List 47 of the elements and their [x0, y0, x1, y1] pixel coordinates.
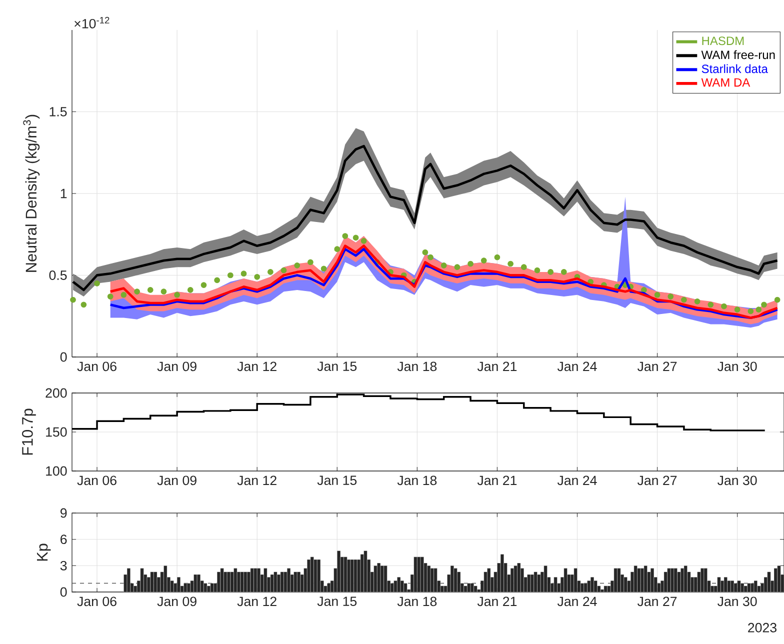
y-tick-label: 100: [46, 466, 67, 476]
x-tick-label: Jan 15: [317, 476, 357, 486]
x-tick-label: Jan 27: [637, 596, 677, 606]
y-tick-label: 3: [60, 560, 67, 570]
x-tick-label: Jan 30: [718, 476, 757, 486]
x-tick-label: Jan 18: [397, 596, 437, 606]
y-axis-title: F10.7p: [22, 408, 36, 455]
y-axis-title: Neutral Density (kg/m$^{3}$): [23, 114, 40, 272]
x-tick-label: Jan 12: [237, 596, 276, 606]
x-tick-label: Jan 09: [157, 476, 196, 486]
x-tick-label: Jan 21: [477, 596, 517, 606]
x-tick-label: Jan 09: [157, 362, 196, 372]
text: 2023: [748, 622, 776, 632]
y-axis-title: Kp: [37, 544, 51, 561]
x-tick-label: Jan 18: [397, 476, 437, 486]
x-tick-label: Jan 27: [637, 362, 677, 372]
x-tick-label: Jan 06: [77, 362, 116, 372]
legend-label: HASDM: [702, 36, 744, 46]
x-tick-label: Jan 24: [557, 362, 597, 372]
x-tick-label: Jan 21: [477, 362, 517, 372]
x-tick-label: Jan 06: [77, 596, 116, 606]
x-tick-label: Jan 24: [557, 476, 597, 486]
y-tick-label: 200: [46, 388, 67, 398]
x-tick-label: Jan 27: [637, 476, 677, 486]
x-tick-label: Jan 12: [237, 362, 276, 372]
x-tick-label: Jan 18: [397, 362, 437, 372]
x-tick-label: Jan 09: [157, 596, 196, 606]
x-tick-label: Jan 30: [718, 596, 757, 606]
x-tick-label: Jan 06: [77, 476, 116, 486]
x-tick-label: Jan 21: [477, 476, 517, 486]
y-tick-label: 0: [60, 352, 67, 362]
x-tick-label: Jan 15: [317, 362, 357, 372]
x-tick-label: Jan 24: [557, 596, 597, 606]
y-tick-label: 9: [60, 508, 67, 518]
y-tick-label: 0.5: [49, 270, 67, 280]
y-tick-label: 150: [46, 427, 67, 437]
y-tick-label: 1: [60, 188, 67, 198]
legend-label: WAM free-run: [701, 50, 775, 60]
text: ×10$^{-12}$: [74, 16, 110, 28]
legend-label: WAM DA: [701, 78, 750, 87]
legend-label: Starlink data: [702, 64, 768, 74]
x-tick-label: Jan 30: [718, 362, 757, 372]
y-tick-label: 6: [60, 534, 67, 544]
x-tick-label: Jan 15: [317, 596, 357, 606]
x-tick-label: Jan 12: [237, 476, 276, 486]
y-tick-label: 1.5: [50, 107, 67, 116]
y-tick-label: 0: [60, 587, 67, 597]
